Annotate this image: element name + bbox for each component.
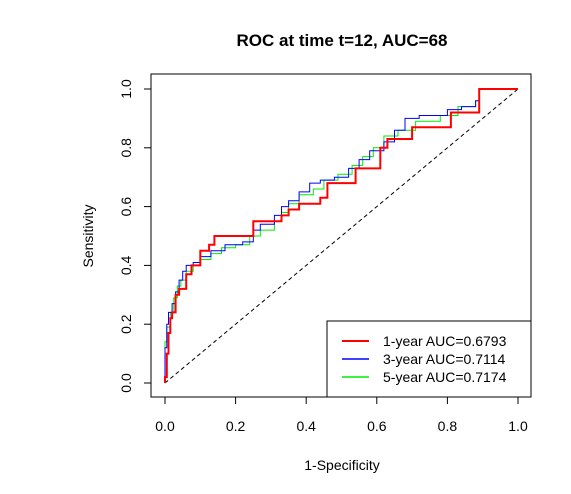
- roc-line-series-2: [164, 88, 518, 383]
- legend-entry-label: 5-year AUC=0.7174: [383, 369, 507, 385]
- x-tick-label: 0.4: [296, 418, 316, 434]
- y-tick-label: 1.0: [118, 79, 134, 99]
- x-tick-label: 0.6: [367, 418, 387, 434]
- y-axis-label: Sensitivity: [80, 204, 96, 267]
- roc-line-series-1: [164, 88, 518, 383]
- x-axis-label: 1-Specificity: [304, 457, 379, 473]
- x-tick-label: 0.0: [155, 418, 175, 434]
- legend-entry-label: 1-year AUC=0.6793: [383, 333, 507, 349]
- x-axis: 0.0 0.2 0.4 0.6 0.8 1.0: [155, 396, 528, 434]
- y-tick-label: 0.8: [118, 138, 134, 158]
- legend: 1-year AUC=0.6793 3-year AUC=0.7114 5-year…: [326, 320, 532, 398]
- chart-title: ROC at time t=12, AUC=68: [237, 31, 448, 50]
- plot-area: [164, 88, 519, 384]
- x-tick-label: 1.0: [508, 418, 528, 434]
- y-tick-label: 0.6: [118, 197, 134, 217]
- legend-entry-label: 3-year AUC=0.7114: [383, 351, 506, 367]
- y-tick-label: 0.2: [118, 314, 134, 334]
- y-axis: 0.0 0.2 0.4 0.6 0.8 1.0: [118, 79, 152, 393]
- y-tick-label: 0.4: [118, 255, 134, 275]
- y-tick-label: 0.0: [118, 373, 134, 393]
- x-tick-label: 0.8: [438, 418, 458, 434]
- x-tick-label: 0.2: [226, 418, 246, 434]
